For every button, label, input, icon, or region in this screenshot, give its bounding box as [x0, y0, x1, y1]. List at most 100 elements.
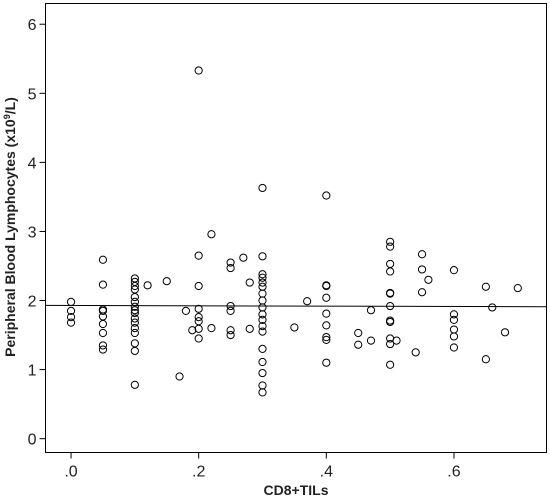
data-point	[386, 339, 395, 349]
data-point	[98, 328, 108, 338]
data-point	[130, 314, 139, 323]
data-point	[226, 306, 235, 315]
data-point	[500, 328, 510, 337]
y-tick-label: 3	[28, 224, 37, 241]
x-axis-title: CD8+TILs	[264, 482, 329, 498]
data-point	[226, 258, 235, 267]
data-point	[143, 281, 152, 290]
data-point	[417, 288, 427, 297]
data-point	[258, 252, 267, 261]
data-point	[392, 336, 401, 345]
y-tick-label: 0	[28, 432, 37, 449]
data-point	[258, 327, 267, 336]
data-point	[98, 306, 108, 315]
data-point	[98, 255, 108, 264]
data-point	[449, 315, 459, 324]
plot-frame	[45, 3, 547, 453]
x-axis-ticks: .0 .2 .4 .6	[64, 452, 461, 481]
data-point	[386, 259, 395, 269]
data-point	[188, 326, 197, 335]
data-point	[258, 282, 267, 291]
y-axis-title-superscript: 9	[2, 114, 12, 119]
data-point	[258, 321, 267, 331]
data-point	[130, 308, 139, 318]
x-tick-label: .2	[192, 464, 205, 481]
data-point	[386, 267, 395, 276]
fit-line-group	[45, 304, 547, 308]
data-point	[322, 191, 331, 200]
data-point	[98, 312, 108, 321]
data-point	[130, 302, 139, 311]
y-axis-title-main: Peripheral Blood Lymphocytes (x10	[2, 119, 18, 357]
data-point	[488, 303, 497, 312]
data-point	[417, 265, 427, 274]
data-point	[258, 289, 267, 298]
data-point	[290, 323, 299, 332]
data-point	[258, 381, 267, 390]
data-point	[354, 328, 363, 338]
data-point	[181, 306, 191, 315]
data-point	[481, 282, 490, 291]
data-point	[322, 321, 331, 330]
data-point	[322, 335, 331, 345]
x-tick-label: .0	[64, 464, 77, 481]
data-point	[258, 388, 267, 397]
y-tick-label: 4	[28, 155, 37, 172]
data-points	[66, 66, 522, 397]
fit-line	[45, 304, 547, 308]
data-point	[226, 330, 235, 340]
data-point	[245, 278, 254, 287]
data-point	[207, 324, 216, 333]
data-point	[366, 306, 376, 315]
data-point	[245, 324, 254, 333]
y-axis-title-end: /L)	[2, 97, 18, 114]
data-point	[130, 346, 139, 356]
data-point	[258, 273, 267, 282]
data-point	[449, 343, 459, 352]
data-point	[130, 324, 139, 333]
data-point	[98, 280, 108, 289]
data-point	[194, 66, 203, 75]
y-tick-label: 5	[28, 86, 37, 103]
data-point	[258, 296, 267, 305]
data-point	[66, 306, 76, 315]
data-point	[258, 270, 267, 279]
data-point	[386, 360, 395, 369]
y-axis-title: Peripheral Blood Lymphocytes (x109/L)	[2, 97, 18, 357]
data-point	[322, 281, 331, 291]
data-point	[258, 278, 267, 287]
data-point	[322, 309, 331, 318]
data-point	[513, 283, 522, 293]
data-point	[226, 326, 235, 335]
x-tick-label: .6	[447, 464, 460, 481]
data-point	[130, 318, 139, 327]
data-point	[130, 281, 139, 291]
data-point	[386, 242, 395, 251]
data-point	[175, 372, 184, 381]
data-point	[98, 319, 108, 329]
data-point	[194, 324, 203, 333]
data-point	[449, 310, 459, 319]
data-point	[258, 183, 267, 193]
data-point	[66, 297, 76, 307]
data-point	[239, 253, 248, 262]
data-point	[194, 317, 203, 326]
data-point	[194, 313, 203, 322]
data-point	[417, 250, 427, 259]
data-point	[386, 289, 395, 298]
data-point	[130, 380, 139, 389]
data-point	[258, 310, 267, 319]
x-tick-label: .4	[320, 464, 333, 481]
y-axis-ticks: 0 1 2 3 4 5 6	[28, 17, 46, 449]
data-point	[194, 334, 203, 343]
data-point	[194, 251, 203, 260]
data-point	[98, 341, 108, 350]
data-point	[386, 317, 395, 327]
data-point	[411, 348, 420, 357]
data-point	[194, 304, 203, 313]
data-point	[258, 315, 267, 324]
data-point	[194, 281, 203, 291]
data-point	[66, 313, 76, 322]
data-point	[258, 344, 267, 353]
